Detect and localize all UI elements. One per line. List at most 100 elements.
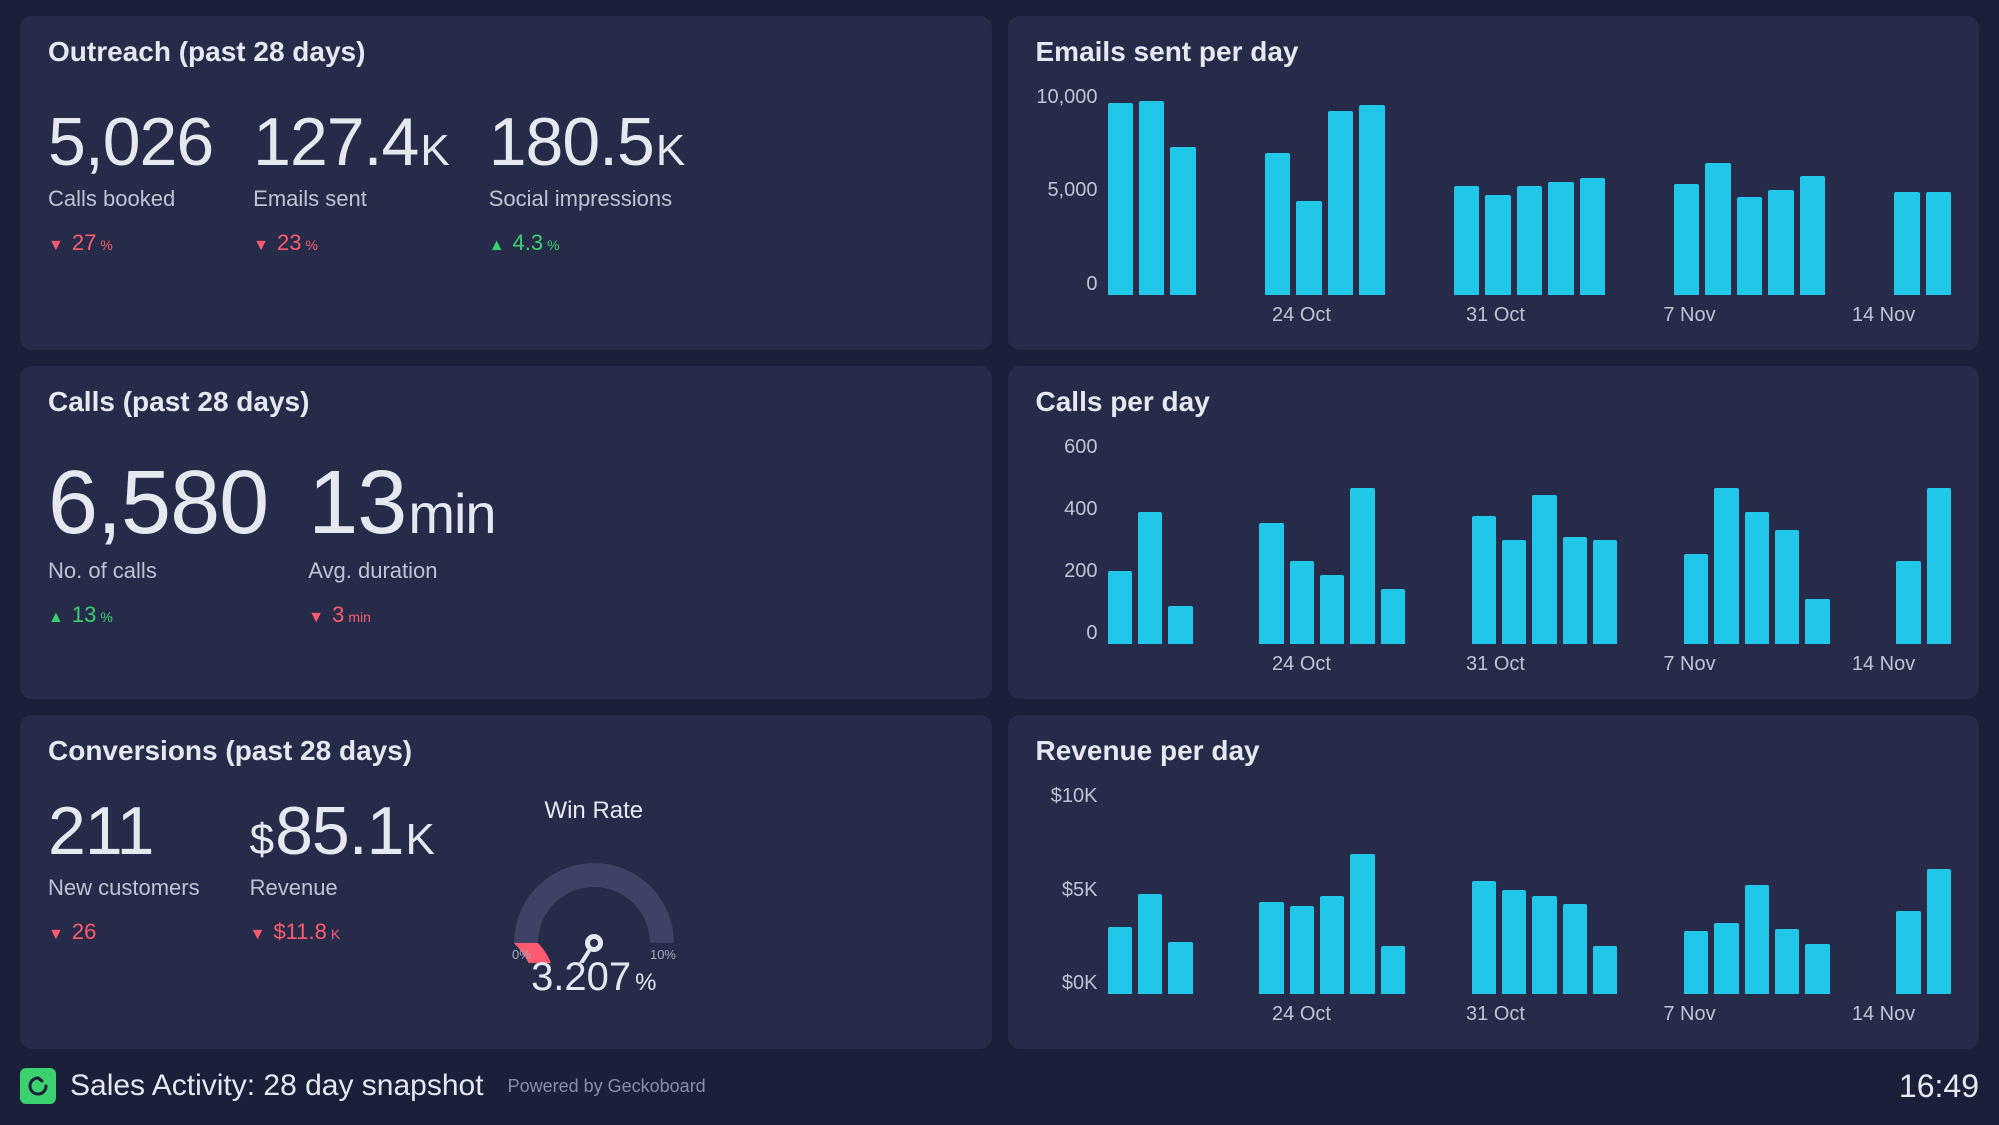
bar: [1472, 516, 1496, 645]
bar: [1296, 201, 1321, 295]
bar: [1548, 182, 1573, 295]
emails-chart-panel: Emails sent per day 10,0005,000024 Oct31…: [1008, 16, 1980, 350]
bar: [1745, 512, 1769, 644]
calls-chart-panel: Calls per day 600400200024 Oct31 Oct7 No…: [1008, 366, 1980, 700]
x-tick: 31 Oct: [1466, 653, 1525, 676]
bar: [1381, 946, 1405, 994]
bar: [1517, 186, 1542, 295]
bar: [1593, 946, 1617, 994]
stat-value: $85.1K: [250, 797, 434, 865]
bar: [1259, 523, 1283, 645]
bars: [1108, 436, 1952, 646]
arrow-down-icon: ▼: [253, 237, 269, 255]
bar: [1714, 488, 1738, 645]
x-tick: 14 Nov: [1852, 653, 1915, 676]
x-tick: 31 Oct: [1466, 304, 1525, 327]
bar: [1684, 554, 1708, 644]
stat-block: 180.5KSocial impressions▲4.3%: [489, 108, 685, 332]
stat-delta: ▼26: [48, 919, 200, 945]
y-tick: $5K: [1062, 879, 1098, 902]
outreach-title: Outreach (past 28 days): [48, 36, 964, 68]
bar: [1350, 488, 1374, 645]
gauge-title: Win Rate: [544, 797, 643, 825]
bar: [1485, 195, 1510, 295]
stat-label: Social impressions: [489, 186, 685, 212]
bar: [1168, 942, 1192, 994]
bar: [1290, 906, 1314, 994]
bar: [1563, 904, 1587, 994]
x-tick: 7 Nov: [1663, 653, 1715, 676]
arrow-down-icon: ▼: [308, 609, 324, 627]
bar: [1359, 105, 1384, 295]
bar: [1108, 103, 1133, 295]
bar: [1926, 192, 1951, 294]
bar: [1927, 869, 1951, 994]
stat-label: Calls booked: [48, 186, 213, 212]
x-axis: 24 Oct 31 Oct 7 Nov 14 Nov: [1108, 995, 1952, 1031]
footer-title: Sales Activity: 28 day snapshot: [70, 1069, 484, 1103]
gauge-value: 3.207%: [531, 955, 656, 1000]
x-tick: 7 Nov: [1663, 304, 1715, 327]
stat-value: 13min: [308, 458, 495, 548]
geckoboard-logo-icon: [20, 1068, 56, 1104]
stat-value: 211: [48, 797, 200, 865]
bar: [1684, 931, 1708, 994]
y-tick: 200: [1064, 560, 1097, 583]
x-tick: 14 Nov: [1852, 1003, 1915, 1026]
y-axis: 6004002000: [1036, 436, 1098, 682]
stat-delta: ▲13%: [48, 602, 268, 628]
bar: [1328, 111, 1353, 295]
x-axis: 24 Oct31 Oct7 Nov14 Nov: [1108, 645, 1952, 681]
plot: 24 Oct31 Oct7 Nov14 Nov: [1108, 436, 1952, 682]
x-tick: 14 Nov: [1852, 304, 1915, 327]
conversions-panel: Conversions (past 28 days) 211New custom…: [20, 715, 992, 1049]
bar: [1580, 178, 1605, 295]
bar: [1532, 896, 1556, 994]
bar: [1170, 147, 1195, 295]
stat-delta: ▼23%: [253, 230, 449, 256]
arrow-down-icon: ▼: [48, 926, 64, 944]
bar: [1168, 606, 1192, 644]
bar: [1502, 540, 1526, 644]
x-axis: 24 Oct 31 Oct 7 Nov 14 Nov: [1108, 296, 1952, 332]
bar: [1894, 192, 1919, 294]
bar: [1320, 896, 1344, 994]
stat-delta: ▼27%: [48, 230, 213, 256]
revenue-chart-panel: Revenue per day $10K$5K$0K 24 Oct 31 Oct 7 …: [1008, 715, 1980, 1049]
y-tick: 0: [1086, 622, 1097, 645]
bar: [1805, 599, 1829, 644]
calls-panel: Calls (past 28 days) 6,580No. of calls▲1…: [20, 366, 992, 700]
bar: [1705, 163, 1730, 294]
bar: [1381, 589, 1405, 645]
bar: [1737, 197, 1762, 295]
stat-block: 5,026 Calls booked ▼27%: [48, 108, 213, 332]
bar: [1138, 894, 1162, 994]
stat-block: 127.4KEmails sent▼23%: [253, 108, 449, 332]
x-tick: 31 Oct: [1466, 1003, 1525, 1026]
y-tick: 600: [1064, 436, 1097, 459]
dashboard-grid: Outreach (past 28 days) 5,026 Calls booke…: [20, 16, 1979, 1049]
svg-text:0%: 0%: [512, 947, 531, 962]
revenue-chart-title: Revenue per day: [1036, 735, 1952, 767]
x-tick: 7 Nov: [1663, 1003, 1715, 1026]
bar: [1745, 885, 1769, 994]
bar: [1927, 488, 1951, 645]
bars: [1108, 785, 1952, 995]
bar: [1350, 854, 1374, 994]
stat-block: 6,580No. of calls▲13%: [48, 458, 268, 682]
stat-delta: ▼3min: [308, 602, 495, 628]
bar: [1896, 911, 1920, 994]
stat-block: 13minAvg. duration▼3min: [308, 458, 495, 682]
stat-label: Revenue: [250, 875, 434, 901]
stat-value: 5,026: [48, 108, 213, 176]
bar: [1800, 176, 1825, 295]
x-tick: 24 Oct: [1272, 304, 1331, 327]
bar: [1108, 571, 1132, 644]
conversions-title: Conversions (past 28 days): [48, 735, 964, 767]
stat-label: Emails sent: [253, 186, 449, 212]
arrow-down-icon: ▼: [250, 926, 266, 944]
emails-chart-title: Emails sent per day: [1036, 36, 1952, 68]
y-axis: $10K$5K$0K: [1036, 785, 1098, 1031]
x-tick: 24 Oct: [1272, 1003, 1331, 1026]
stat-block: 211New customers▼26: [48, 797, 200, 1031]
